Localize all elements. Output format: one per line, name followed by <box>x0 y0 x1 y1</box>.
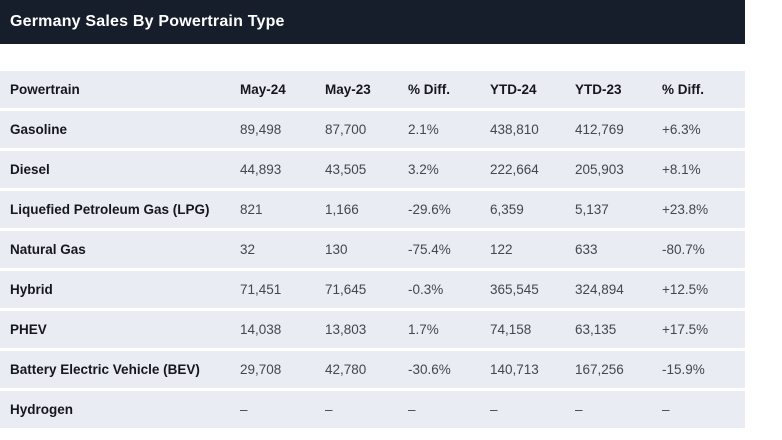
value-cell: 29,708 <box>240 362 282 377</box>
column-header-4: YTD-24 <box>490 82 537 97</box>
value-cell: -15.9% <box>662 362 705 377</box>
powertrain-name: Diesel <box>10 162 50 177</box>
value-cell: – <box>408 402 416 417</box>
value-cell: 89,498 <box>240 122 282 137</box>
powertrain-name: PHEV <box>10 322 47 337</box>
value-cell: 412,769 <box>575 122 624 137</box>
table-row: Gasoline 89,498 87,700 2.1% 438,810 412,769 +6… <box>0 111 745 148</box>
powertrain-name: Hydrogen <box>10 402 74 417</box>
table-row: Battery Electric Vehicle (BEV) 29,708 42,7… <box>0 351 745 388</box>
value-cell: 3.2% <box>408 162 439 177</box>
column-header-6: % Diff. <box>662 82 704 97</box>
value-cell: 633 <box>575 242 598 257</box>
value-cell: – <box>325 402 333 417</box>
value-cell: +8.1% <box>662 162 701 177</box>
value-cell: -75.4% <box>408 242 451 257</box>
value-cell: 365,545 <box>490 282 539 297</box>
column-header-2: May-23 <box>325 82 371 97</box>
value-cell: 438,810 <box>490 122 539 137</box>
value-cell: – <box>575 402 583 417</box>
value-cell: +17.5% <box>662 322 709 337</box>
powertrain-name: Natural Gas <box>10 242 86 257</box>
table-row: Natural Gas 32 130 -75.4% 122 633 -80.7% <box>0 231 745 268</box>
value-cell: 122 <box>490 242 513 257</box>
value-cell: 13,803 <box>325 322 367 337</box>
powertrain-name: Hybrid <box>10 282 53 297</box>
powertrain-name: Battery Electric Vehicle (BEV) <box>10 362 200 377</box>
value-cell: 821 <box>240 202 263 217</box>
powertrain-sales-table: Powertrain May-24 May-23 % Diff. YTD-24 YTD-2… <box>0 71 745 428</box>
table-row: PHEV 14,038 13,803 1.7% 74,158 63,135 +17.5% <box>0 311 745 348</box>
value-cell: – <box>662 402 670 417</box>
value-cell: -29.6% <box>408 202 451 217</box>
column-header-3: % Diff. <box>408 82 450 97</box>
table-header-row: Powertrain May-24 May-23 % Diff. YTD-24 YTD-2… <box>0 71 745 108</box>
value-cell: +23.8% <box>662 202 709 217</box>
value-cell: 71,645 <box>325 282 367 297</box>
table-body: Gasoline 89,498 87,700 2.1% 438,810 412,769 +6… <box>0 111 745 428</box>
page-title: Germany Sales By Powertrain Type <box>10 13 285 30</box>
value-cell: 222,664 <box>490 162 539 177</box>
value-cell: 43,505 <box>325 162 367 177</box>
value-cell: +12.5% <box>662 282 709 297</box>
column-header-5: YTD-23 <box>575 82 622 97</box>
powertrain-name: Liquefied Petroleum Gas (LPG) <box>10 202 210 217</box>
value-cell: 87,700 <box>325 122 367 137</box>
table-row: Hybrid 71,451 71,645 -0.3% 365,545 324,894 +12… <box>0 271 745 308</box>
value-cell: 6,359 <box>490 202 524 217</box>
value-cell: 71,451 <box>240 282 282 297</box>
value-cell: 14,038 <box>240 322 282 337</box>
value-cell: – <box>490 402 498 417</box>
value-cell: 44,893 <box>240 162 282 177</box>
value-cell: 42,780 <box>325 362 367 377</box>
value-cell: -80.7% <box>662 242 705 257</box>
value-cell: 324,894 <box>575 282 624 297</box>
value-cell: 5,137 <box>575 202 609 217</box>
table-row: Liquefied Petroleum Gas (LPG) 821 1,166 -29… <box>0 191 745 228</box>
column-header-1: May-24 <box>240 82 286 97</box>
value-cell: 205,903 <box>575 162 624 177</box>
value-cell: 2.1% <box>408 122 439 137</box>
value-cell: 32 <box>240 242 256 257</box>
table-row: Hydrogen – – – – – – <box>0 391 745 428</box>
value-cell: 1.7% <box>408 322 439 337</box>
value-cell: -30.6% <box>408 362 451 377</box>
value-cell: -0.3% <box>408 282 444 297</box>
value-cell: 74,158 <box>490 322 532 337</box>
value-cell: 1,166 <box>325 202 359 217</box>
value-cell: 167,256 <box>575 362 624 377</box>
title-bar: Germany Sales By Powertrain Type <box>0 0 745 44</box>
powertrain-name: Gasoline <box>10 122 68 137</box>
value-cell: 63,135 <box>575 322 617 337</box>
value-cell: +6.3% <box>662 122 701 137</box>
value-cell: – <box>240 402 248 417</box>
value-cell: 140,713 <box>490 362 539 377</box>
table-row: Diesel 44,893 43,505 3.2% 222,664 205,903 +8.1… <box>0 151 745 188</box>
column-header-powertrain: Powertrain <box>10 82 80 97</box>
value-cell: 130 <box>325 242 348 257</box>
